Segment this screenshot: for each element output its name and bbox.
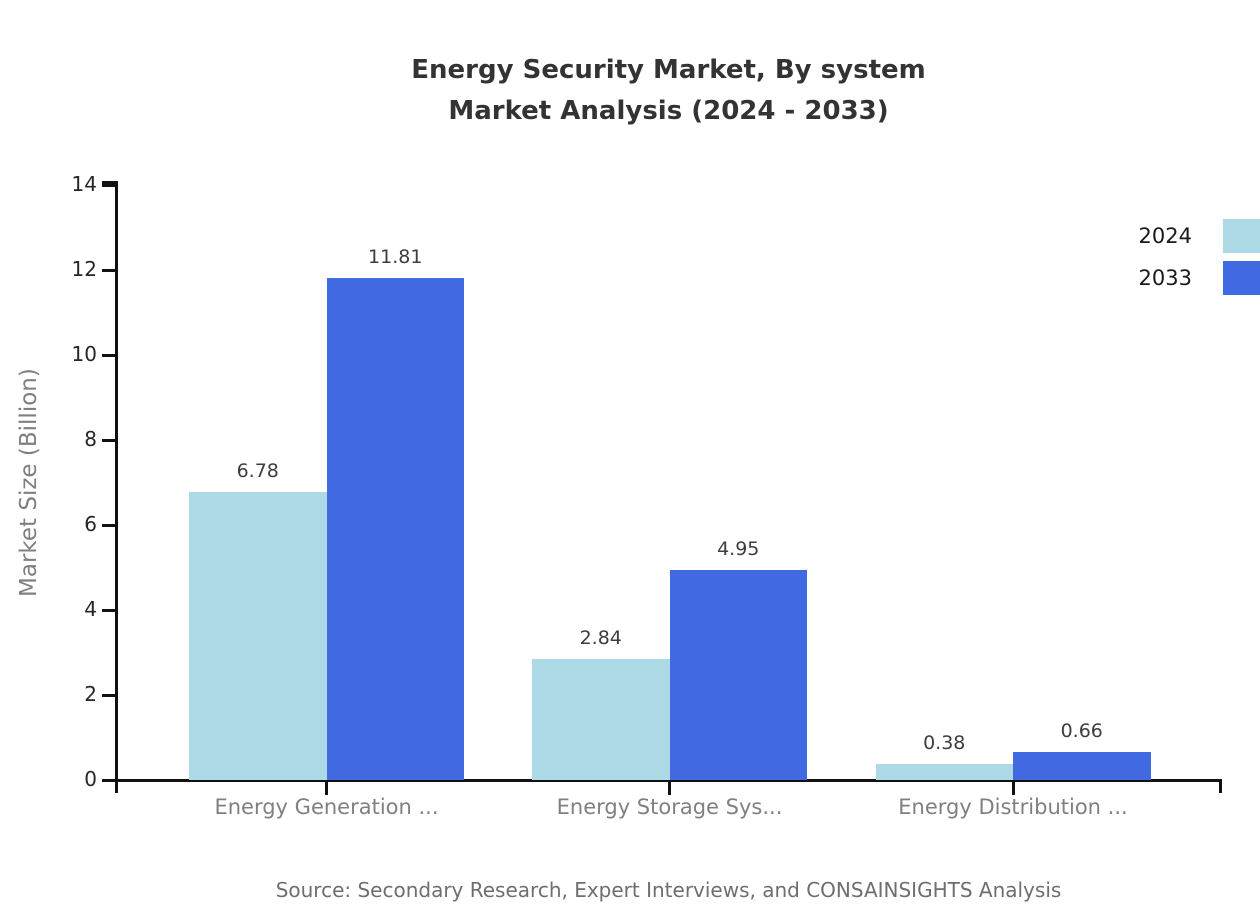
legend-label: 2033 [1138,266,1192,290]
bar-2024-0 [189,491,327,780]
legend-swatch [1223,261,1260,295]
y-tick [102,778,117,782]
y-axis-top-cap [102,181,118,184]
x-category-label: Energy Generation ... [214,795,439,819]
y-tick [102,268,117,272]
y-tick [102,693,117,697]
y-tick-label: 10 [71,342,97,366]
bar-value-label: 6.78 [236,459,279,482]
bar-value-label: 0.66 [1060,719,1103,742]
y-tick [102,183,117,187]
x-tick [325,780,328,795]
bar-value-label: 2.84 [579,627,622,650]
legend-item-2033: 2033 [1139,261,1260,295]
bar-2033-1 [669,569,807,780]
y-tick-label: 14 [71,172,97,196]
x-category-label: Energy Distribution ... [898,795,1128,819]
y-tick-label: 12 [71,257,97,281]
y-axis-line [115,181,118,793]
y-tick-label: 2 [84,682,97,706]
bar-2024-2 [875,763,1013,780]
x-tick [668,780,671,795]
source-note: Source: Secondary Research, Expert Inter… [275,878,1062,902]
legend: 2024 2033 [1139,219,1260,303]
x-axis-right-cap [1219,779,1222,793]
bar-value-label: 11.81 [368,246,423,269]
y-tick-label: 8 [84,427,97,451]
chart-title-line2: Market Analysis (2024 - 2033) [448,96,889,126]
bar-value-label: 4.95 [717,537,760,560]
y-tick-label: 4 [84,597,97,621]
legend-item-2024: 2024 [1139,219,1260,253]
y-tick [102,608,117,612]
y-tick-label: 0 [84,767,97,791]
x-tick [1011,780,1015,795]
y-tick-label: 6 [84,512,97,536]
legend-swatch [1223,219,1260,253]
bar-2033-2 [1013,751,1151,780]
y-tick [102,438,117,442]
y-tick [102,353,117,357]
bar-2033-0 [326,278,464,780]
chart-title: Energy Security Market, By system Market… [115,50,1222,132]
x-category-label: Energy Storage Sys... [556,795,783,819]
chart-title-line1: Energy Security Market, By system [411,55,926,85]
y-tick [102,523,117,527]
bar-2024-1 [532,659,670,780]
legend-label: 2024 [1138,224,1192,248]
bar-value-label: 0.38 [923,731,966,754]
